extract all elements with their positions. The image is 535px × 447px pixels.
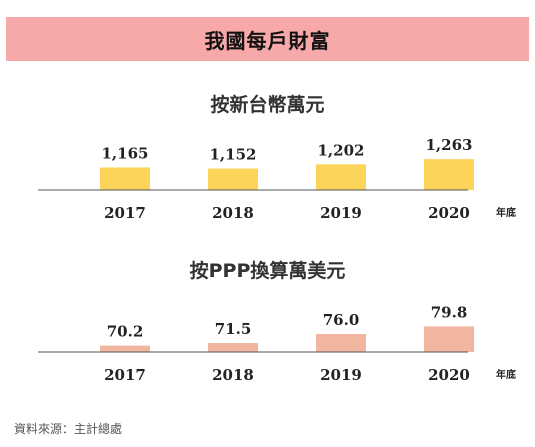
bar-2020 <box>424 326 474 352</box>
x-tick-label: 2019 <box>320 204 362 222</box>
x-tick-label: 2017 <box>104 204 146 222</box>
bar-2018 <box>208 343 258 352</box>
x-tick-label: 2020 <box>428 366 470 384</box>
bar-2017 <box>100 167 150 190</box>
title-banner: 我國每戶財富 <box>6 17 529 61</box>
bar-value-label: 76.0 <box>323 311 360 329</box>
bar-2017 <box>100 345 150 352</box>
bar-value-label: 79.8 <box>431 303 468 321</box>
page-title: 我國每戶財富 <box>204 28 331 53</box>
x-tick-label: 2018 <box>212 366 254 384</box>
bar-value-label: 71.5 <box>215 320 252 338</box>
x-tick-label: 2018 <box>212 204 254 222</box>
x-tick-label: 2019 <box>320 366 362 384</box>
bar-2019 <box>316 334 366 352</box>
x-axis-unit-label: 年底 <box>496 206 516 219</box>
bar-chart-ntd: 1,165 2017 1,152 2018 1,202 2019 1,263 2020 年底 <box>38 136 516 222</box>
source-note: 資料來源：主計總處 <box>14 422 123 436</box>
bar-value-label: 1,263 <box>426 136 473 154</box>
bar-2020 <box>424 159 474 190</box>
bar-value-label: 1,165 <box>102 144 149 162</box>
chart-title-ntd: 按新台幣萬元 <box>210 94 325 116</box>
chart-title-ppp: 按PPP換算萬美元 <box>189 260 346 282</box>
x-axis-unit-label: 年底 <box>496 368 516 381</box>
bar-2018 <box>208 168 258 190</box>
x-tick-label: 2020 <box>428 204 470 222</box>
bar-value-label: 70.2 <box>107 323 144 341</box>
bar-chart-ppp: 70.2 2017 71.5 2018 76.0 2019 79.8 2020 年底 <box>38 303 516 384</box>
bar-value-label: 1,152 <box>210 146 257 164</box>
bar-value-label: 1,202 <box>318 141 365 159</box>
x-tick-label: 2017 <box>104 366 146 384</box>
bar-2019 <box>316 164 366 190</box>
